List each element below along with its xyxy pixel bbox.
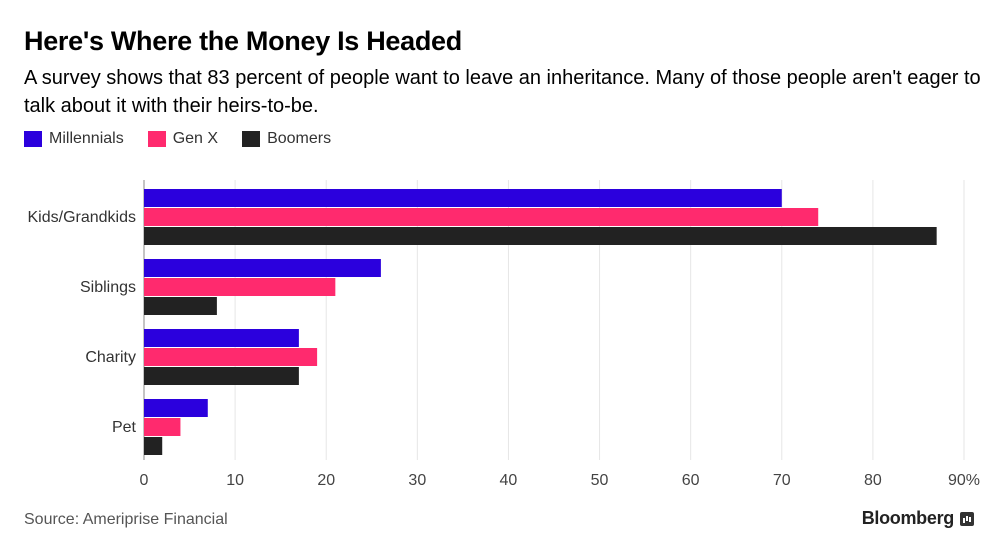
- x-tick-label-0: 0: [140, 472, 149, 489]
- bar-pet-gen-x: [144, 418, 181, 436]
- bar-charity-gen-x: [144, 348, 318, 366]
- bar-pet-millennials: [144, 399, 208, 417]
- bar-charity-boomers: [144, 367, 299, 385]
- source-note: Source: Ameriprise Financial: [24, 511, 228, 528]
- legend-swatch-millennials: [24, 131, 42, 147]
- bar-chart: Kids/Grandkids Siblings Charity Pet 0 10 20 30 4…: [28, 180, 980, 489]
- brand-name: Bloomberg: [861, 508, 955, 528]
- bar-kids-grandkids-millennials: [144, 189, 782, 207]
- bar-siblings-millennials: [144, 259, 381, 277]
- x-tick-label-30: 30: [408, 472, 426, 489]
- legend-item-genx: Gen X: [147, 130, 219, 148]
- category-label-charity: Charity: [85, 349, 136, 366]
- bar-kids-grandkids-gen-x: [144, 208, 819, 226]
- x-tick-label-10: 10: [226, 472, 244, 489]
- legend: Millennials Gen X Boomers: [24, 130, 331, 148]
- x-tick-label-40: 40: [500, 472, 518, 489]
- x-tick-label-70: 70: [773, 472, 791, 489]
- legend-swatch-genx: [147, 131, 166, 147]
- x-tick-label-50: 50: [591, 472, 609, 489]
- x-tick-label-20: 20: [317, 472, 335, 489]
- bar-kids-grandkids-boomers: [144, 227, 937, 245]
- x-tick-label-80: 80: [864, 472, 882, 489]
- bar-siblings-gen-x: [144, 278, 336, 296]
- category-label-siblings: Siblings: [80, 279, 136, 296]
- x-tick-label-90: 90%: [948, 472, 980, 489]
- bloomberg-logo: Bloomberg: [862, 508, 974, 529]
- bloomberg-chart-icon: [960, 511, 974, 526]
- legend-label-genx: Gen X: [172, 130, 219, 147]
- category-label-pet: Pet: [112, 419, 137, 436]
- legend-label-millennials: Millennials: [49, 130, 124, 147]
- chart-subtitle: A survey shows that 83 percent of people…: [24, 67, 981, 117]
- x-tick-label-60: 60: [682, 472, 700, 489]
- legend-item-millennials: Millennials: [24, 130, 124, 148]
- legend-swatch-boomers: [242, 131, 261, 147]
- bar-charity-millennials: [144, 329, 299, 347]
- legend-label-boomers: Boomers: [267, 130, 332, 147]
- legend-item-boomers: Boomers: [242, 130, 331, 148]
- category-label-kids-grandkids: Kids/Grandkids: [28, 209, 137, 226]
- bar-siblings-boomers: [144, 297, 217, 315]
- chart-title: Here's Where the Money Is Headed: [24, 26, 462, 56]
- bar-pet-boomers: [144, 437, 163, 455]
